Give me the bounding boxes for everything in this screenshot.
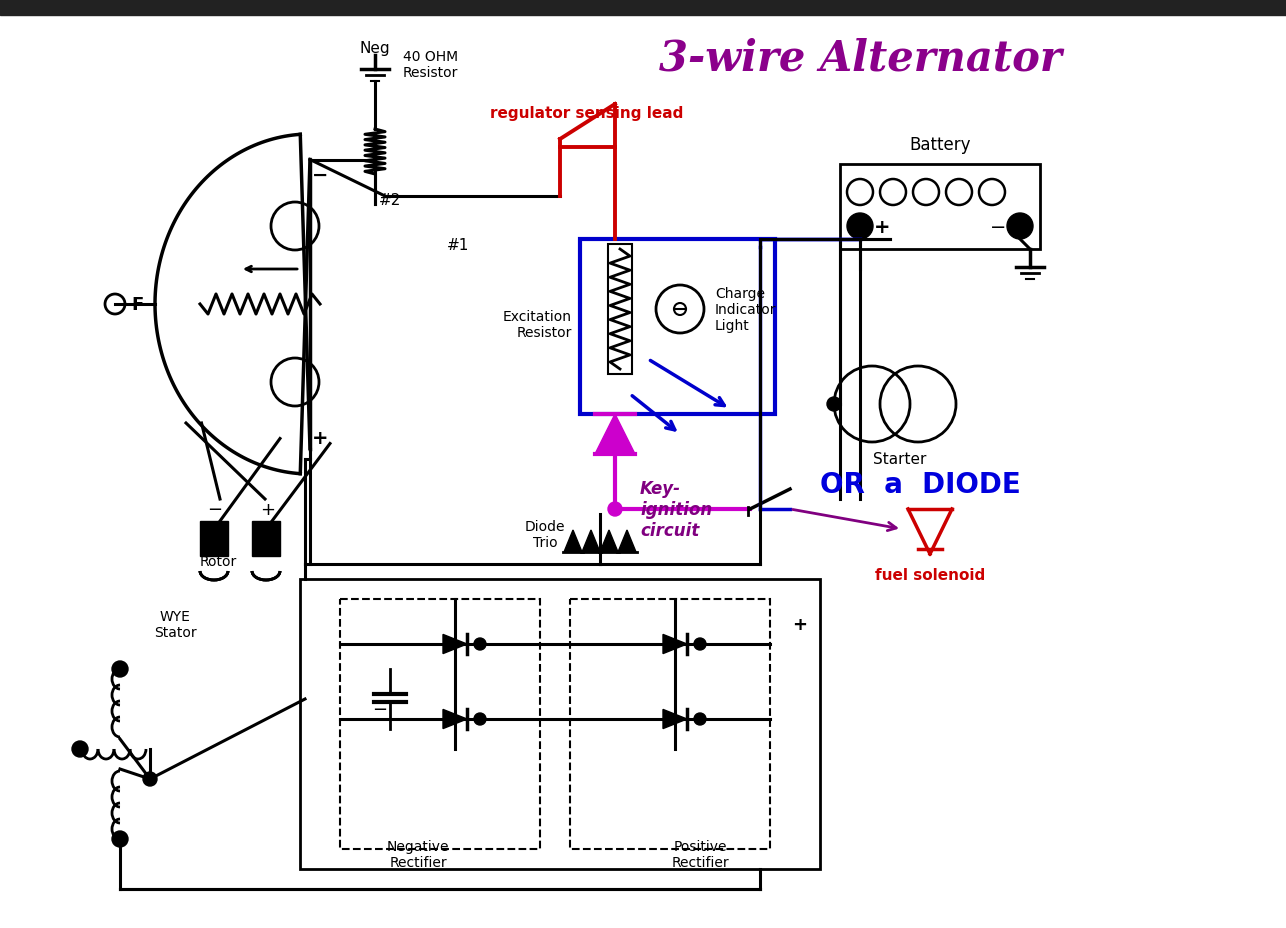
Text: F: F: [131, 296, 143, 314]
Polygon shape: [595, 415, 635, 455]
Polygon shape: [442, 710, 467, 728]
Text: #2: #2: [379, 192, 401, 207]
Circle shape: [694, 638, 706, 651]
Text: +: +: [792, 615, 808, 633]
Circle shape: [112, 662, 129, 677]
Circle shape: [608, 502, 622, 517]
Text: fuel solenoid: fuel solenoid: [874, 567, 985, 582]
Circle shape: [72, 741, 87, 757]
Circle shape: [1007, 213, 1033, 239]
Polygon shape: [565, 531, 583, 552]
Text: 40 OHM
Resistor: 40 OHM Resistor: [403, 50, 458, 80]
Bar: [840, 165, 1040, 250]
Circle shape: [143, 772, 157, 786]
Circle shape: [827, 397, 841, 411]
Circle shape: [694, 714, 706, 725]
Bar: [580, 239, 775, 415]
Text: Excitation
Resistor: Excitation Resistor: [503, 310, 572, 340]
Bar: [201, 522, 228, 557]
Circle shape: [847, 213, 873, 239]
Text: −: −: [311, 165, 328, 185]
Text: Rotor: Rotor: [199, 554, 237, 568]
Text: regulator sensing lead: regulator sensing lead: [490, 106, 683, 121]
Text: Charge
Indicator
Light: Charge Indicator Light: [715, 287, 777, 333]
Text: +: +: [311, 428, 328, 447]
Circle shape: [112, 831, 129, 847]
Circle shape: [475, 714, 486, 725]
Text: −: −: [207, 500, 222, 519]
Polygon shape: [442, 635, 467, 654]
Bar: [300, 579, 820, 869]
Polygon shape: [664, 635, 687, 654]
Bar: [252, 522, 280, 557]
Text: Key-
ignition
circuit: Key- ignition circuit: [640, 480, 712, 539]
Circle shape: [475, 638, 486, 651]
Text: Negative
Rectifier: Negative Rectifier: [387, 839, 449, 870]
Text: Positive
Rectifier: Positive Rectifier: [671, 839, 729, 870]
Polygon shape: [664, 710, 687, 728]
Text: −: −: [373, 701, 387, 718]
Text: Diode
Trio: Diode Trio: [525, 520, 566, 549]
Polygon shape: [619, 531, 637, 552]
Text: OR  a  DIODE: OR a DIODE: [820, 470, 1021, 498]
Polygon shape: [601, 531, 619, 552]
Text: WYE
Stator: WYE Stator: [154, 610, 197, 639]
Bar: [0, 0, 1286, 16]
Text: +: +: [261, 500, 275, 519]
Bar: [570, 599, 770, 849]
Polygon shape: [583, 531, 601, 552]
Text: 3-wire Alternator: 3-wire Alternator: [658, 37, 1061, 79]
Text: Neg: Neg: [360, 41, 391, 56]
Text: #1: #1: [446, 238, 469, 252]
Text: Starter: Starter: [873, 452, 927, 467]
Text: Battery: Battery: [909, 135, 971, 154]
Text: +: +: [873, 217, 890, 237]
Bar: [340, 599, 540, 849]
Text: −: −: [990, 217, 1006, 237]
Bar: [608, 245, 631, 375]
